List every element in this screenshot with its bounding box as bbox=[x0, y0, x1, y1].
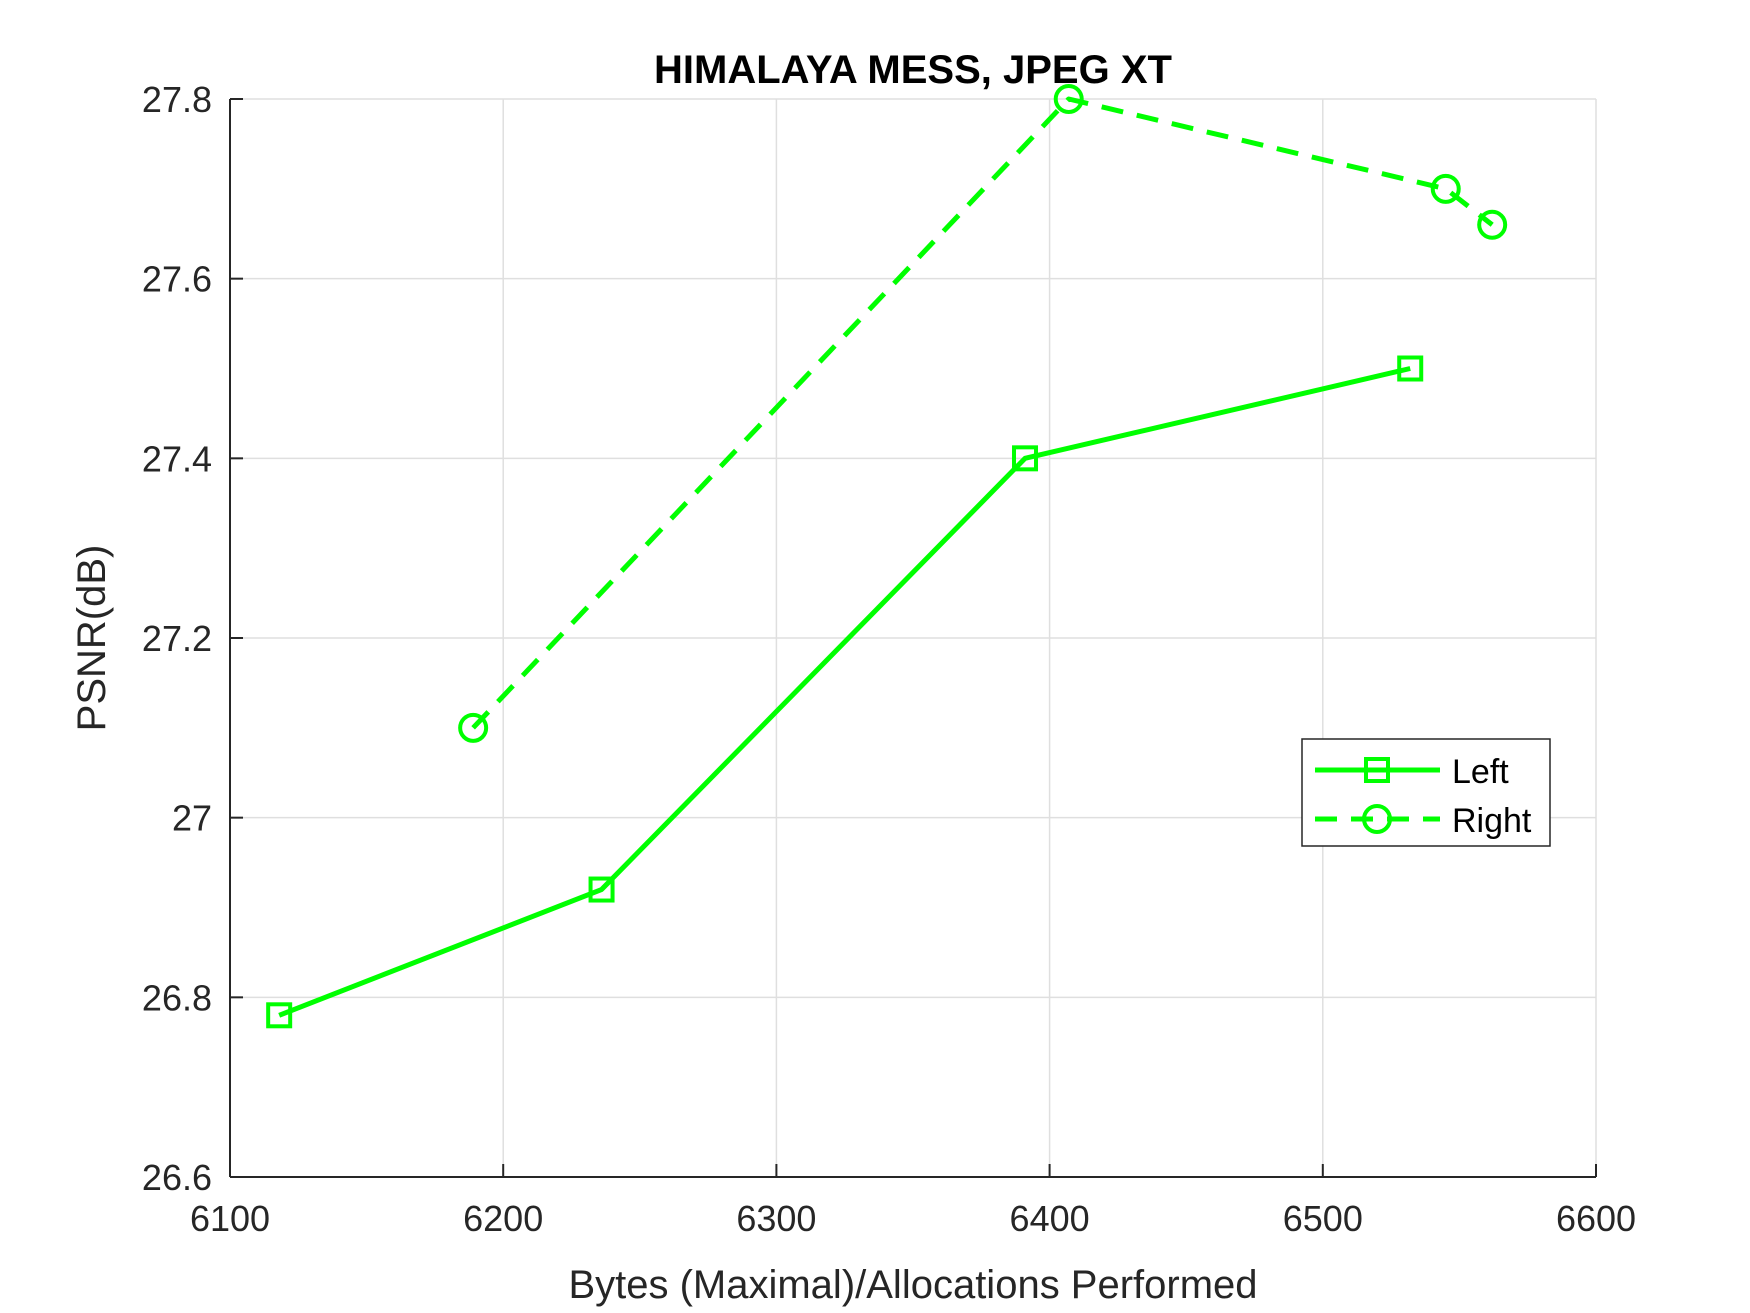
series-left bbox=[266, 355, 1424, 1029]
legend-label-right: Right bbox=[1452, 802, 1532, 840]
x-tick-label: 6500 bbox=[1283, 1198, 1363, 1239]
data-point-left bbox=[1397, 355, 1424, 382]
y-tick-label: 27.6 bbox=[142, 259, 212, 300]
legend: Left Right bbox=[1301, 738, 1551, 847]
series-right bbox=[458, 84, 1508, 743]
x-ticks: 6100 6200 6300 6400 6500 6600 bbox=[190, 1164, 1636, 1239]
x-tick-label: 6600 bbox=[1556, 1198, 1636, 1239]
y-tick-label: 27 bbox=[172, 798, 212, 839]
data-point-left bbox=[266, 1002, 293, 1029]
y-tick-label: 26.6 bbox=[142, 1157, 212, 1198]
data-point-right bbox=[1477, 209, 1508, 240]
y-tick-label: 27.4 bbox=[142, 438, 212, 479]
x-axis-label: Bytes (Maximal)/Allocations Performed bbox=[568, 1263, 1257, 1307]
data-point-right bbox=[458, 712, 489, 743]
legend-marker-square bbox=[1364, 757, 1390, 783]
x-tick-label: 6400 bbox=[1010, 1198, 1090, 1239]
legend-label-left: Left bbox=[1452, 753, 1509, 791]
y-axis-label: PSNR(dB) bbox=[70, 545, 114, 732]
chart-title: HIMALAYA MESS, JPEG XT bbox=[654, 48, 1172, 92]
series-line-right bbox=[471, 96, 1494, 730]
legend-marker-circle bbox=[1362, 804, 1392, 834]
y-tick-label: 26.8 bbox=[142, 977, 212, 1018]
data-point-left bbox=[1012, 445, 1039, 472]
data-point-right bbox=[1053, 84, 1084, 114]
y-ticks: 26.6 26.8 27 27.2 27.4 27.6 27.8 bbox=[142, 79, 243, 1198]
legend-box bbox=[1301, 738, 1551, 847]
y-tick-label: 27.8 bbox=[142, 79, 212, 120]
x-tick-label: 6300 bbox=[736, 1198, 816, 1239]
x-tick-label: 6200 bbox=[463, 1198, 543, 1239]
series-layer bbox=[266, 84, 1508, 1029]
x-tick-label: 6100 bbox=[190, 1198, 270, 1239]
data-point-right bbox=[1430, 173, 1461, 204]
data-point-left bbox=[588, 876, 615, 903]
series-line-left bbox=[278, 366, 1411, 1018]
y-tick-label: 27.2 bbox=[142, 618, 212, 659]
